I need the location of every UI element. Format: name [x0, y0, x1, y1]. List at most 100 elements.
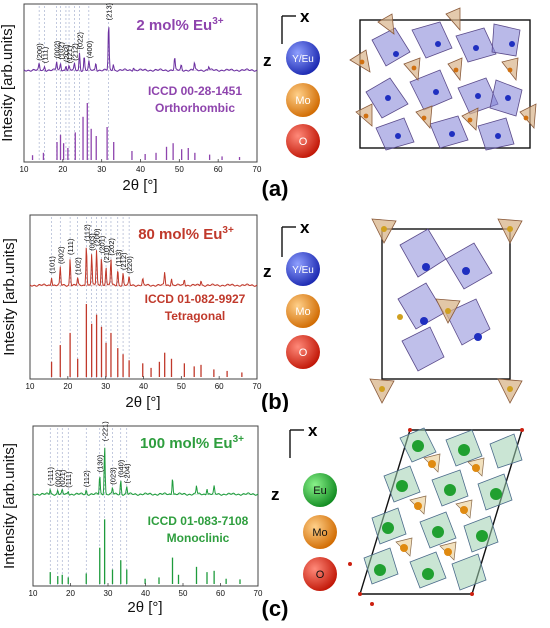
crystal-system: Tetragonal [165, 309, 225, 323]
ion-label-mo: Mo [312, 527, 327, 539]
ion-label-mo: Mo [295, 95, 310, 107]
hkl-label: (202) [62, 44, 71, 62]
ion-label-yeu: Y/Eu [292, 54, 314, 65]
ion-sphere-yeu [286, 41, 320, 75]
hkl-label: (200) [35, 43, 44, 61]
hkl-label: (040) [117, 459, 126, 477]
hkl-label: (-111) [46, 467, 55, 486]
x-tick-label: 50 [179, 589, 188, 598]
hkl-label: (111) [66, 238, 75, 255]
hkl-label: (003) [88, 233, 97, 251]
x-tick-label: 30 [101, 382, 110, 391]
x-tick-label: 20 [58, 165, 67, 174]
axes-indicator: x z [271, 421, 318, 504]
panel-letter: (a) [262, 176, 289, 201]
ion-sphere-o [286, 124, 320, 158]
ion-legend: Eu Mo O [303, 473, 337, 591]
hkl-label: (102) [74, 257, 83, 275]
hkl-label: (212) [70, 43, 79, 61]
ion-label-mo: Mo [295, 306, 310, 318]
hkl-label: (022) [76, 32, 85, 50]
x-tick-label: 10 [29, 589, 38, 598]
ion-label-yeu: Y/Eu [292, 265, 314, 276]
x-tick-label: 40 [141, 589, 150, 598]
y-axis-label: Intesity [arb.units] [0, 24, 16, 142]
x-tick-label: 20 [66, 589, 75, 598]
xrd-chart-b: (101)(002) (111) (102) (112)(003)(200)(201)… [26, 217, 262, 391]
icdd-card: ICCD 01-082-9927 [145, 292, 246, 306]
hkl-label: (213) [105, 2, 114, 20]
hkl-label: (113) [114, 249, 123, 266]
hkl-label: (111) [41, 46, 50, 63]
ion-sphere-mo [303, 515, 337, 549]
x-tick-label: 60 [215, 382, 224, 391]
hkl-label: (212) [119, 252, 128, 270]
axes-indicator: x z [263, 218, 310, 281]
ion-label-o: O [299, 347, 308, 359]
xrd-chart-c: (-111)(002)(021)(111) (112) (130) (-221) (02… [29, 421, 263, 598]
hkl-label: (002) [53, 40, 62, 58]
x-tick-label: 50 [175, 165, 184, 174]
x-tick-label: 30 [104, 589, 113, 598]
hkl-label: (002) [54, 469, 63, 487]
ion-label-o: O [316, 569, 325, 581]
ion-sphere-yeu [286, 252, 320, 286]
x-axis-label: 2θ [°] [122, 177, 157, 194]
ion-sphere-o [303, 557, 337, 591]
y-axis-label: Intesity [arb.units] [1, 238, 18, 356]
hkl-label: (121) [65, 45, 74, 63]
crystal-system: Orthorhombic [155, 101, 235, 115]
panel-letter: (b) [261, 389, 289, 412]
hkl-label: (112) [82, 224, 91, 241]
axis-z-label: z [271, 485, 280, 504]
x-tick-label: 50 [177, 382, 186, 391]
crystal-structure-tetragonal [369, 218, 523, 404]
panel-c-svg: (-111)(002)(021)(111) (112) (130) (-221) (02… [1, 421, 524, 621]
x-tick-label: 60 [216, 589, 225, 598]
x-tick-label: 30 [97, 165, 106, 174]
ion-sphere-o [286, 335, 320, 369]
axis-z-label: z [263, 262, 272, 281]
panel-c: (-111) (002) (021) (111) (112) (130) (-221) (02… [0, 414, 550, 621]
ion-legend: Y/Eu Mo O [286, 41, 320, 158]
panel-letter: (c) [262, 596, 289, 621]
hkl-label: (-221) [101, 421, 110, 442]
hkl-label: (101) [48, 256, 57, 274]
hkl-label: (220) [125, 256, 134, 274]
axis-x-label: x [308, 421, 318, 440]
concentration-label: 2 mol% Eu3+ [136, 16, 223, 34]
crystal-system: Monoclinic [167, 531, 230, 545]
ion-label-eu: Eu [313, 485, 326, 497]
hkl-label: (200) [93, 228, 102, 246]
axes-indicator: x z [263, 7, 310, 70]
hkl-label: (201) [98, 235, 107, 253]
y-axis-label: Intensity [arb.units] [1, 443, 18, 569]
hkl-label: (-204) [123, 463, 132, 484]
xrd-chart-a: (200)(111) (002)(102)(202)(121)(212)(022)… [20, 2, 262, 174]
crystal-structure-orthorhombic [349, 7, 537, 151]
hkl-label: (210) [102, 245, 111, 263]
crystal-structure-monoclinic [348, 427, 524, 606]
icdd-card: ICCD 00-28-1451 [148, 84, 242, 98]
panel-b-svg: (101)(002) (111) (102) (112)(003)(200)(201)… [1, 214, 523, 414]
panel-a-svg: (200)(111) (002)(102)(202)(121)(212)(022)… [0, 2, 537, 201]
x-tick-label: 40 [136, 165, 145, 174]
panel-a: (200) (111) (002) (102) (202) (121) (212) (022)… [0, 0, 550, 205]
ion-sphere-mo [286, 83, 320, 117]
hkl-label: (112) [82, 470, 91, 487]
x-tick-label: 20 [63, 382, 72, 391]
ion-label-o: O [299, 136, 308, 148]
concentration-label: 80 mol% Eu3+ [138, 225, 234, 243]
icdd-card: ICCD 01-083-7108 [148, 514, 249, 528]
x-tick-label: 40 [139, 382, 148, 391]
panel-b: (101) (002) (111) (102) (112) (003) (200) (201)… [0, 207, 550, 414]
x-tick-label: 70 [253, 165, 262, 174]
hkl-label: (202) [107, 238, 116, 256]
ion-sphere-mo [286, 294, 320, 328]
x-axis-label: 2θ [°] [127, 599, 162, 616]
axis-z-label: z [263, 51, 272, 70]
hkl-label: (023) [109, 467, 118, 485]
x-tick-label: 70 [253, 382, 262, 391]
ion-sphere-eu [303, 473, 337, 507]
x-tick-label: 70 [254, 589, 263, 598]
